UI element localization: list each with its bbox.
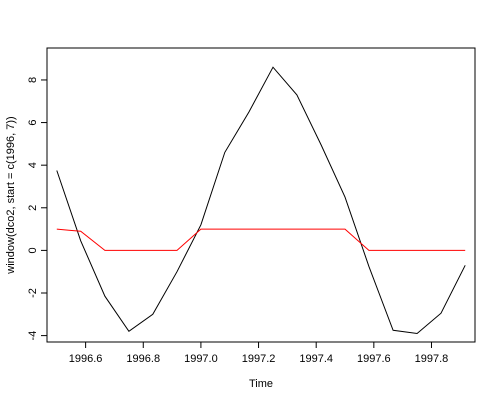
y-tick-label: -4 <box>27 331 39 341</box>
x-tick-label: 1996.6 <box>69 353 103 365</box>
y-tick-label: 2 <box>27 205 39 211</box>
x-axis-title: Time <box>249 378 273 390</box>
y-tick-label: 0 <box>27 247 39 253</box>
x-axis: 1996.6 1996.8 1997.0 1997.2 1997.4 1997.6 1997… <box>69 341 449 365</box>
plot-frame <box>46 47 476 343</box>
x-tick-label: 1997.0 <box>184 353 218 365</box>
x-tick-label: 1997.8 <box>415 353 449 365</box>
series-line-1 <box>56 66 466 335</box>
x-tick-label: 1997.4 <box>299 353 333 365</box>
x-tick-label: 1996.8 <box>126 353 160 365</box>
y-tick-label: -2 <box>27 288 39 298</box>
y-axis: -4 -2 0 2 4 6 8 <box>27 77 48 341</box>
y-axis-title: window(dco2, start = c(1996, 7)) <box>5 116 17 274</box>
y-tick-label: 8 <box>27 77 39 83</box>
x-tick-label: 1997.2 <box>242 353 276 365</box>
y-tick-label: 4 <box>27 162 39 168</box>
series-line-2 <box>56 228 466 251</box>
series-layer <box>56 66 466 335</box>
y-tick-label: 6 <box>27 120 39 126</box>
x-tick-label: 1997.6 <box>357 353 391 365</box>
